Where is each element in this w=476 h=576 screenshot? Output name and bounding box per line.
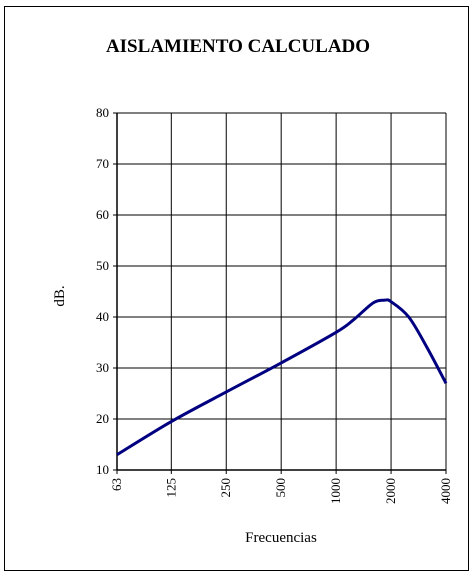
x-tick-label: 500 — [273, 478, 288, 498]
y-tick-label: 20 — [96, 411, 109, 426]
y-axis-title: dB. — [52, 285, 68, 306]
x-tick-label: 2000 — [383, 478, 398, 504]
y-tick-label: 70 — [96, 156, 109, 171]
y-tick-label: 50 — [96, 258, 109, 273]
tick-labels: 10 20 30 40 50 60 70 80 63 125 250 500 1000 2000 4000 — [96, 105, 453, 504]
y-tick-label: 10 — [96, 462, 109, 477]
series-layer — [116, 298, 448, 456]
y-tick-label: 30 — [96, 360, 109, 375]
x-tick-label: 63 — [109, 478, 124, 491]
y-tick-label: 60 — [96, 207, 109, 222]
chart-title: AISLAMIENTO CALCULADO — [105, 36, 371, 57]
x-tick-label: 1000 — [328, 478, 343, 504]
y-tick-label: 40 — [96, 309, 109, 324]
y-tick-label: 80 — [96, 105, 109, 120]
x-axis-title: Frecuencias — [245, 530, 317, 546]
x-tick-label: 250 — [218, 478, 233, 498]
x-tick-label: 4000 — [438, 478, 453, 504]
axes — [113, 112, 447, 474]
grid-lines — [116, 112, 447, 471]
series-line — [116, 298, 448, 456]
x-tick-label: 125 — [163, 478, 178, 498]
